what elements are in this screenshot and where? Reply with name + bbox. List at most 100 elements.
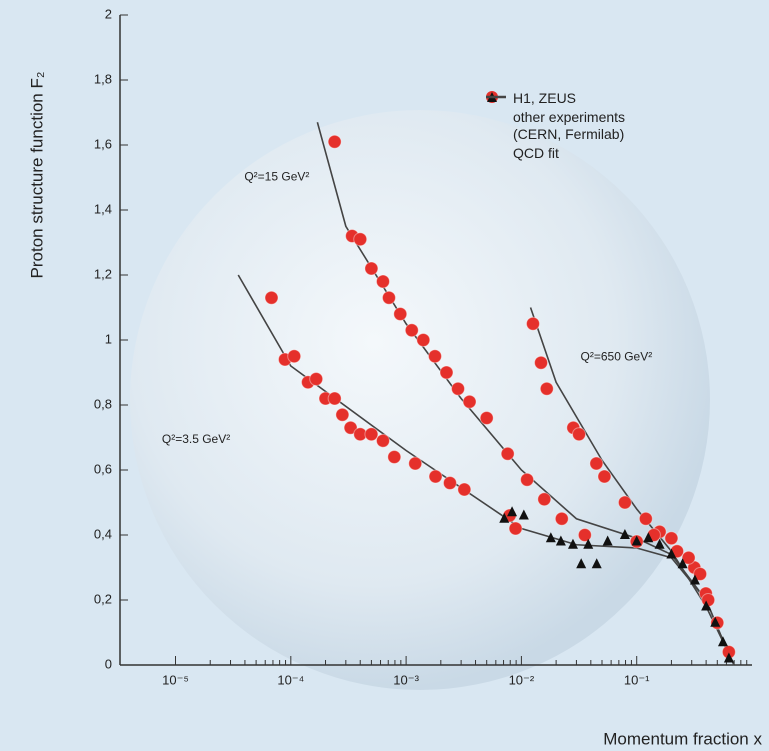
- legend-label: QCD fit: [513, 145, 559, 161]
- data-point: [701, 593, 716, 607]
- data-point: [335, 407, 350, 422]
- data-point: [664, 531, 679, 546]
- data-point: [710, 616, 721, 627]
- x-tick-label: 10⁻¹: [624, 672, 650, 687]
- data-point: [567, 538, 578, 549]
- data-point: [589, 456, 604, 471]
- data-point: [638, 511, 653, 526]
- y-tick-label: 0: [105, 656, 112, 671]
- data-point: [375, 274, 390, 289]
- data-point: [381, 290, 396, 305]
- data-point: [525, 316, 540, 331]
- data-point: [534, 355, 549, 370]
- data-point: [631, 535, 642, 546]
- curve-annotation: Q²=650 GeV²: [581, 350, 653, 364]
- data-point: [677, 558, 688, 569]
- data-point: [654, 538, 665, 549]
- data-point: [520, 472, 535, 487]
- data-point: [439, 365, 454, 380]
- data-point: [500, 446, 515, 461]
- data-point: [499, 512, 510, 523]
- data-point: [287, 349, 302, 364]
- data-point: [545, 532, 556, 543]
- data-point: [539, 381, 554, 396]
- data-point: [555, 535, 566, 546]
- data-point: [583, 538, 594, 549]
- data-point: [375, 433, 390, 448]
- data-point: [591, 558, 602, 569]
- legend-marker: [485, 95, 507, 162]
- data-point: [327, 391, 342, 406]
- y-tick-label: 1,8: [94, 71, 112, 86]
- y-tick-label: 0,2: [94, 591, 112, 606]
- x-tick-label: 10⁻⁵: [162, 672, 189, 687]
- data-point: [602, 535, 613, 546]
- data-point: [416, 333, 431, 347]
- data-point: [723, 652, 734, 663]
- data-point: [408, 456, 423, 471]
- legend: H1, ZEUS other experiments (CERN, Fermila…: [485, 90, 675, 164]
- legend-item: H1, ZEUS: [485, 90, 675, 107]
- y-tick-label: 1,6: [94, 136, 112, 151]
- data-point: [364, 427, 379, 442]
- data-point: [681, 550, 696, 565]
- legend-label: other experiments (CERN, Fermilab): [513, 109, 626, 142]
- data-point: [617, 495, 632, 510]
- data-point: [462, 394, 477, 409]
- plot-area: 0 0,2 0,4 0,6 0,8 1 1,2 1,4 1,6 1,8 2 10⁻⁵ 10⁻⁴ 10⁻³ 1…: [94, 6, 752, 687]
- y-tick-label: 1: [105, 331, 112, 346]
- y-tick-label: 1,2: [94, 266, 112, 281]
- x-tick-label: 10⁻⁴: [277, 672, 304, 687]
- data-point: [393, 307, 408, 321]
- curve-annotation: Q²=15 GeV²: [244, 169, 309, 183]
- data-point: [343, 420, 358, 435]
- data-point: [387, 450, 402, 464]
- background-sphere: [130, 110, 710, 690]
- data-point: [364, 261, 379, 276]
- data-point: [643, 532, 654, 543]
- data-point: [576, 558, 587, 569]
- data-point: [693, 567, 708, 581]
- data-point: [577, 528, 592, 542]
- data-point: [572, 427, 587, 442]
- y-tick-label: 2: [105, 6, 112, 21]
- data-point: [457, 482, 472, 497]
- legend-symbol: [486, 95, 506, 99]
- data-point: [554, 511, 569, 526]
- legend-label: H1, ZEUS: [513, 90, 577, 106]
- fit-curve: [316, 122, 735, 666]
- data-point: [427, 349, 442, 364]
- data-point: [619, 529, 630, 539]
- data-point: [701, 600, 712, 611]
- y-tick-label: 0,8: [94, 396, 112, 411]
- x-tick-label: 10⁻³: [393, 672, 419, 687]
- data-point: [442, 476, 457, 490]
- x-axis-label: Momentum fraction x: [603, 729, 762, 748]
- data-point: [309, 372, 324, 386]
- data-point: [518, 509, 529, 520]
- data-point: [537, 492, 552, 507]
- y-tick-label: 1,4: [94, 201, 112, 216]
- data-point: [479, 411, 494, 425]
- data-point: [597, 469, 612, 484]
- data-point: [404, 323, 419, 338]
- legend-item: QCD fit: [485, 95, 675, 162]
- y-tick-label: 0,6: [94, 461, 112, 476]
- data-point: [508, 521, 523, 536]
- curve-annotation: Q²=3.5 GeV²: [162, 432, 230, 446]
- legend-marker: [485, 92, 507, 126]
- y-axis-label: Proton structure function F₂: [27, 72, 46, 279]
- x-tick-label: 10⁻²: [509, 672, 535, 687]
- data-point: [428, 469, 443, 484]
- data-point: [717, 636, 728, 647]
- data-point: [451, 381, 466, 396]
- data-point: [353, 232, 368, 247]
- data-point: [689, 574, 700, 585]
- legend-item: other experiments (CERN, Fermilab): [485, 92, 675, 143]
- data-point: [666, 548, 677, 559]
- y-tick-label: 0,4: [94, 526, 112, 541]
- data-point: [507, 506, 518, 517]
- data-point: [327, 134, 342, 149]
